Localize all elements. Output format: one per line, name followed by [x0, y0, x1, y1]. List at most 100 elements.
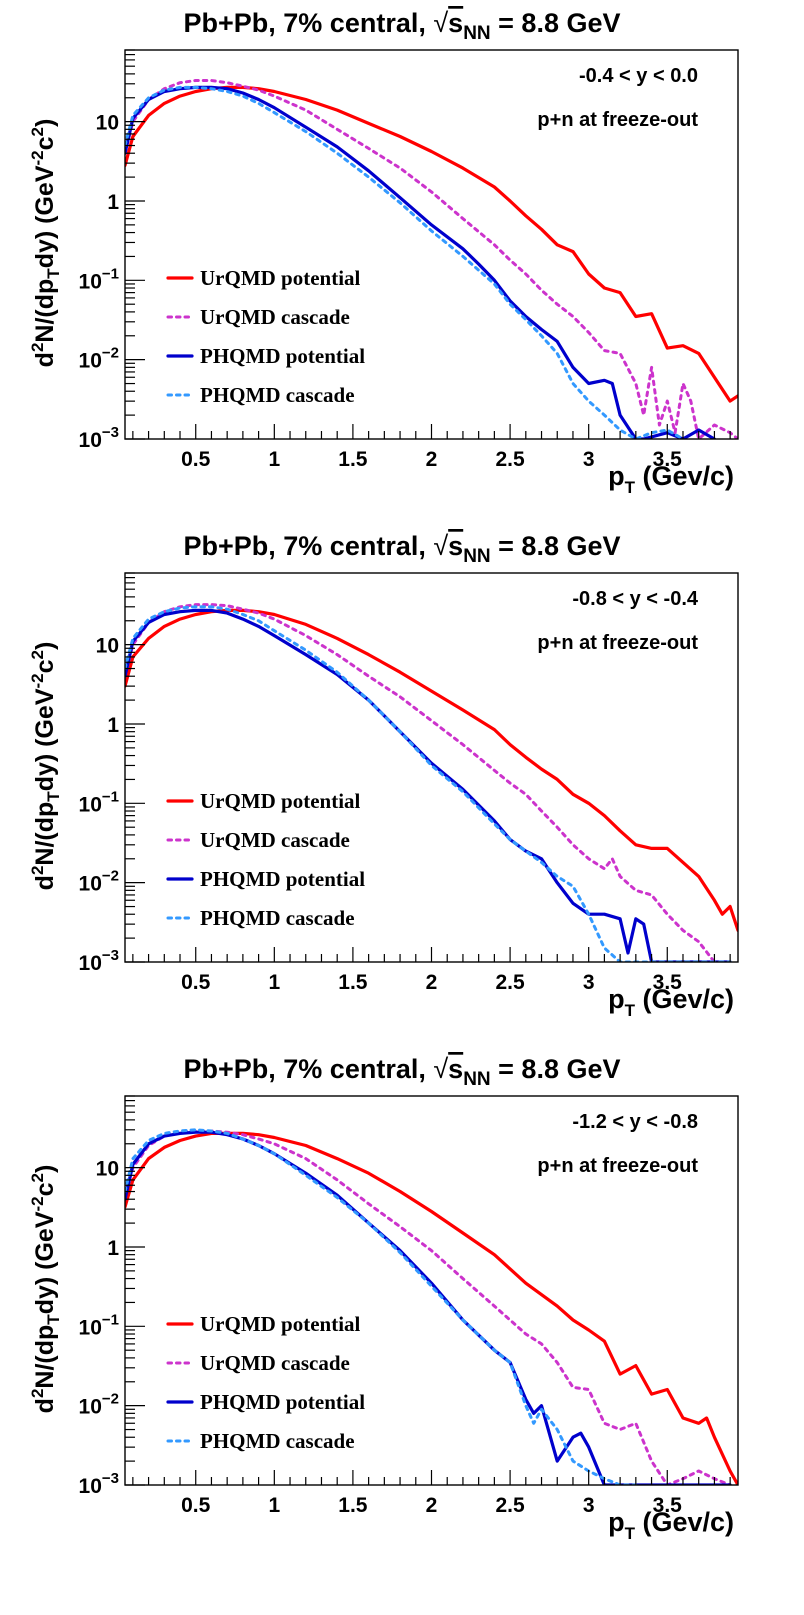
y-tick-label: 10−2: [79, 1391, 119, 1419]
ylabel-sub: T: [44, 268, 63, 279]
x-tick-label: 1: [268, 971, 280, 994]
title-prefix: Pb+Pb, 7% central,: [184, 8, 434, 38]
legend-label: PHQMD potential: [200, 867, 365, 891]
series-group: [125, 1128, 738, 1485]
y-tick-base: 1: [107, 191, 119, 214]
y-tick-exponent: −3: [102, 947, 119, 964]
y-tick-exponent: −1: [102, 265, 119, 282]
series-line-urqmd-potential: [125, 1131, 738, 1485]
series-line-urqmd-potential: [125, 608, 738, 932]
y-tick-base: 10: [79, 350, 102, 373]
ylabel-sup: 2: [28, 650, 47, 659]
ylabel-part: c: [31, 136, 59, 150]
y-tick-label: 10−3: [79, 947, 119, 975]
chart-panel-1: Pb+Pb, 7% central, √sNN = 8.8 GeV 0.5 1 1.5…: [28, 8, 739, 497]
sqrt-symbol: √: [433, 1054, 448, 1084]
y-tick-label: 10−1: [79, 1311, 119, 1339]
x-tick-label: 1.5: [338, 971, 368, 994]
title-suffix: = 8.8 GeV: [491, 1054, 621, 1084]
x-tick-label: 2.5: [495, 1494, 525, 1517]
sqrt-symbol: √: [433, 8, 448, 38]
title-energy: s: [448, 1054, 463, 1084]
y-tick-base: 1: [107, 1237, 119, 1260]
x-tick-label: 3: [583, 1494, 595, 1517]
x-tick-label: 3.5: [653, 1494, 683, 1517]
chart-title: Pb+Pb, 7% central, √sNN = 8.8 GeV: [184, 8, 621, 44]
ylabel-sub: T: [44, 791, 63, 802]
legend-label: PHQMD potential: [200, 344, 365, 368]
y-tick-label: 10: [96, 112, 119, 135]
y-tick-exponent: −3: [102, 424, 119, 441]
ylabel-part: N/(dp: [31, 1325, 59, 1389]
y-tick-base: 10: [79, 1316, 102, 1339]
y-tick-base: 10: [96, 112, 119, 135]
legend: UrQMD potential UrQMD cascade PHQMD potent…: [166, 1312, 365, 1453]
ylabel-part: d: [31, 875, 59, 890]
y-axis-label: d2N/(dpTdy) (GeV-2c2): [28, 642, 63, 891]
series-line-phqmd-cascade: [125, 605, 732, 962]
ylabel-part: ): [31, 642, 59, 650]
chart-title: Pb+Pb, 7% central, √sNN = 8.8 GeV: [184, 531, 621, 567]
xlabel-main: p: [608, 461, 625, 491]
ylabel-part: c: [31, 659, 59, 673]
legend-label: PHQMD potential: [200, 1390, 365, 1414]
y-tick-base: 1: [107, 714, 119, 737]
legend: UrQMD potential UrQMD cascade PHQMD potent…: [166, 789, 365, 930]
annotation-text: -0.8 < y < -0.4: [572, 588, 699, 610]
y-tick-label: 10: [96, 1158, 119, 1181]
title-suffix: = 8.8 GeV: [491, 531, 621, 561]
chart-panel-2: Pb+Pb, 7% central, √sNN = 8.8 GeV 0.5 1 1.5…: [28, 531, 739, 1020]
xlabel-main: p: [608, 1507, 625, 1537]
legend: UrQMD potential UrQMD cascade PHQMD potent…: [166, 266, 365, 407]
y-tick-exponent: −1: [102, 788, 119, 805]
xlabel-sub: T: [625, 478, 636, 497]
series-line-phqmd-cascade: [125, 85, 685, 439]
title-energy-subscript: NN: [463, 23, 490, 44]
ylabel-part: dy) (GeV: [31, 688, 59, 791]
legend-label: UrQMD potential: [200, 789, 361, 813]
y-tick-label: 1: [107, 1237, 119, 1260]
xlabel-sub: T: [625, 1001, 636, 1020]
x-axis-label: pT (Gev/c): [608, 461, 734, 497]
y-tick-label: 1: [107, 714, 119, 737]
y-tick-label: 10−2: [79, 345, 119, 373]
series-line-urqmd-potential: [125, 85, 738, 403]
x-tick-label: 3: [583, 448, 595, 471]
y-tick-label: 10−2: [79, 868, 119, 896]
legend-label: PHQMD cascade: [200, 906, 355, 930]
xlabel-unit: (Gev/c): [635, 984, 734, 1014]
series-line-phqmd-cascade: [125, 1128, 638, 1485]
x-tick-label: 1.5: [338, 1494, 368, 1517]
annotation-text: p+n at freeze-out: [537, 632, 698, 654]
ylabel-part: d: [31, 1398, 59, 1413]
ylabel-part: c: [31, 1182, 59, 1196]
ylabel-part: N/(dp: [31, 279, 59, 343]
title-energy-subscript: NN: [463, 1069, 490, 1090]
y-tick-base: 10: [79, 429, 102, 452]
ylabel-part: dy) (GeV: [31, 1211, 59, 1314]
annotation-text: -1.2 < y < -0.8: [572, 1111, 698, 1133]
y-tick-base: 10: [96, 1158, 119, 1181]
x-axis-label: pT (Gev/c): [608, 1507, 734, 1543]
x-axis-label: pT (Gev/c): [608, 984, 734, 1020]
ylabel-sup: 2: [28, 1173, 47, 1182]
series-line-phqmd-potential: [125, 608, 732, 962]
legend-label: UrQMD potential: [200, 1312, 361, 1336]
x-tick-label: 2: [426, 448, 438, 471]
ylabel-part: dy) (GeV: [31, 165, 59, 268]
legend-label: PHQMD cascade: [200, 383, 355, 407]
y-tick-exponent: −1: [102, 1311, 119, 1328]
sqrt-symbol: √: [433, 531, 448, 561]
x-tick-label: 2: [426, 1494, 438, 1517]
series-line-urqmd-cascade: [125, 79, 738, 439]
ylabel-part: d: [31, 352, 59, 367]
y-tick-label: 10−3: [79, 424, 119, 452]
y-tick-base: 10: [79, 873, 102, 896]
ylabel-sup: 2: [28, 866, 47, 875]
annotation-text: -0.4 < y < 0.0: [579, 65, 698, 87]
title-prefix: Pb+Pb, 7% central,: [184, 531, 434, 561]
y-tick-base: 10: [79, 952, 102, 975]
y-tick-label: 10−1: [79, 788, 119, 816]
x-tick-label: 1: [268, 448, 280, 471]
